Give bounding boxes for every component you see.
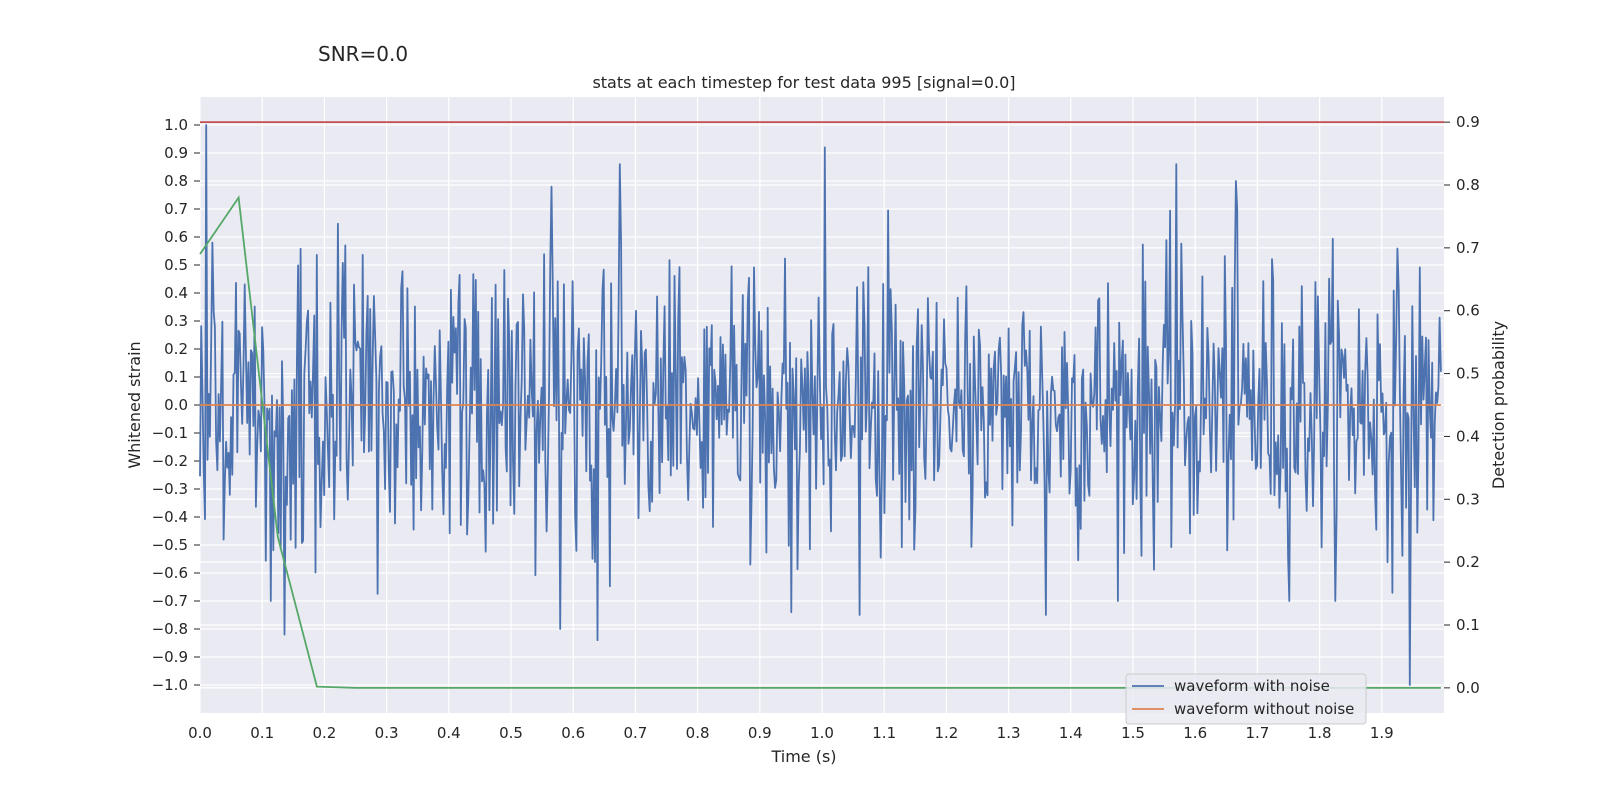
y-right-ticks: 0.9 0.8 0.7 0.6 0.5 0.4 0.3 0.2 0.1 0.0	[1444, 113, 1480, 697]
x-tick-label: 1.5	[1121, 724, 1145, 742]
x-tick-label: 0.6	[561, 724, 585, 742]
legend: waveform with noise waveform without noi…	[1125, 673, 1367, 725]
y-right-tick-label: 0.0	[1456, 679, 1480, 697]
y-right-tick-label: 0.9	[1456, 113, 1480, 131]
y-right-tick-label: 0.5	[1456, 365, 1480, 383]
y-left-tick-label: −0.9	[152, 648, 188, 666]
x-tick-label: 1.6	[1183, 724, 1207, 742]
y-right-tick-label: 0.7	[1456, 239, 1480, 257]
y-left-tick-label: 0.1	[164, 368, 188, 386]
y-left-tick-label: −0.8	[152, 620, 188, 638]
x-axis-label: Time (s)	[770, 747, 836, 766]
chart-title: stats at each timestep for test data 995…	[592, 73, 1015, 92]
y-right-tick-label: 0.1	[1456, 616, 1480, 634]
y-left-tick-label: −0.2	[152, 452, 188, 470]
y-right-tick-label: 0.8	[1456, 176, 1480, 194]
y-left-tick-label: −0.5	[152, 536, 188, 554]
y-left-tick-label: 1.0	[164, 116, 188, 134]
y-left-tick-label: 0.0	[164, 396, 188, 414]
series-waveform-with-noise	[199, 124, 1442, 686]
y-left-axis-label: Whitened strain	[125, 341, 144, 468]
x-tick-label: 0.8	[686, 724, 710, 742]
y-left-ticks: 1.0 0.9 0.8 0.7 0.6 0.5 0.4 0.3 0.2 0.1 0.0 −0.1 −0.…	[152, 116, 200, 694]
x-tick-label: 1.8	[1308, 724, 1332, 742]
series	[199, 121, 1444, 689]
y-right-axis-label: Detection probability	[1489, 321, 1508, 489]
y-left-tick-label: −0.4	[152, 508, 188, 526]
y-left-tick-label: −1.0	[152, 676, 188, 694]
y-right-tick-label: 0.3	[1456, 490, 1480, 508]
x-tick-label: 0.3	[375, 724, 399, 742]
y-left-tick-label: 0.9	[164, 144, 188, 162]
x-tick-label: 0.4	[437, 724, 461, 742]
x-tick-label: 0.9	[748, 724, 772, 742]
y-left-tick-label: 0.4	[164, 284, 188, 302]
y-left-tick-label: −0.3	[152, 480, 188, 498]
y-right-tick-label: 0.2	[1456, 553, 1480, 571]
legend-box	[1125, 673, 1367, 725]
y-left-tick-label: 0.2	[164, 340, 188, 358]
y-left-tick-label: −0.6	[152, 564, 188, 582]
legend-label-noise: waveform with noise	[1174, 677, 1330, 695]
x-tick-label: 0.2	[312, 724, 336, 742]
x-tick-label: 0.7	[623, 724, 647, 742]
y-left-tick-label: 0.6	[164, 228, 188, 246]
x-tick-label: 1.3	[997, 724, 1021, 742]
x-tick-label: 1.9	[1370, 724, 1394, 742]
x-ticks: 0.0 0.1 0.2 0.3 0.4 0.5 0.6 0.7 0.8 0.9 1.0 1.1 1.2 1…	[188, 724, 1394, 742]
y-left-tick-label: 0.3	[164, 312, 188, 330]
y-right-tick-label: 0.4	[1456, 427, 1480, 445]
y-left-tick-label: 0.7	[164, 200, 188, 218]
series-detection-probability	[199, 195, 1441, 689]
x-tick-label: 1.2	[934, 724, 958, 742]
x-tick-label: 0.5	[499, 724, 523, 742]
y-left-tick-label: 0.8	[164, 172, 188, 190]
y-left-tick-label: −0.7	[152, 592, 188, 610]
x-tick-label: 0.0	[188, 724, 212, 742]
x-tick-label: 1.4	[1059, 724, 1083, 742]
legend-label-clean: waveform without noise	[1174, 700, 1354, 718]
y-left-tick-label: 0.5	[164, 256, 188, 274]
x-tick-label: 1.1	[872, 724, 896, 742]
y-right-tick-label: 0.6	[1456, 302, 1480, 320]
x-tick-label: 1.0	[810, 724, 834, 742]
y-left-tick-label: −0.1	[152, 424, 188, 442]
x-tick-label: 1.7	[1245, 724, 1269, 742]
x-tick-label: 0.1	[250, 724, 274, 742]
chart-suptitle: SNR=0.0	[318, 42, 408, 66]
